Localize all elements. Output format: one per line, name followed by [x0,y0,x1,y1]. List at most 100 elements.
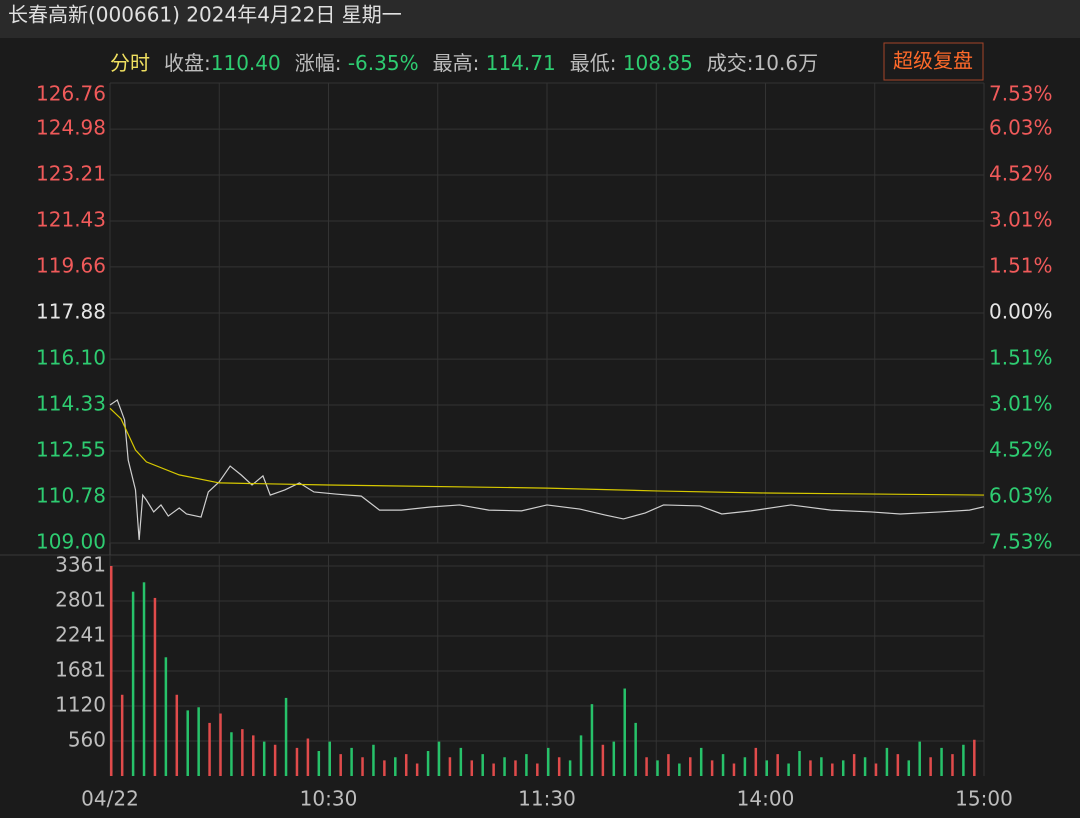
volume-bar [896,754,900,776]
volume-bar [590,704,594,776]
volume-bar [874,763,878,776]
header-bar [0,0,1080,38]
y-tick-label: 124.98 [36,116,106,140]
y2-tick-label: 1.51% [989,346,1053,370]
info-bar: 分时 收盘:110.40 涨幅: -6.35% 最高: 114.71 最低: 108.8… [110,51,818,75]
y-tick-label: 1681 [55,657,106,681]
x-tick-label: 11:30 [518,787,576,811]
y-tick-label: 109.00 [36,530,106,554]
y-tick-label: 3361 [55,553,106,577]
volume-bar [372,744,375,776]
volume-bar [612,741,616,776]
y-tick-label: 560 [68,728,106,752]
volume-bar [153,597,157,776]
volume-bar [415,763,419,776]
volume-bar [820,757,823,776]
y2-tick-label: 3.01% [989,208,1053,232]
volume-bar [317,751,321,776]
volume-bar [208,722,211,776]
button-frame[interactable] [883,42,984,81]
y-tick-label: 114.33 [36,391,106,415]
info-value: 110.40 [211,51,281,75]
volume-bar [536,763,539,776]
volume-bar [743,757,747,776]
button[interactable]: 超级复盘 [893,49,973,73]
header-title: 长春高新(000661) 2024年4月22日 星期一 [8,3,402,27]
volume-bar [503,757,506,776]
volume-bar [219,713,222,776]
x-tick-label: 14:00 [737,787,795,811]
volume-bar [547,747,550,776]
volume-bar [962,744,965,776]
info-value: -6.35% [348,51,419,75]
volume-bar [262,741,266,776]
y-tick-label: 2801 [55,587,106,611]
y-tick-label: 119.66 [36,253,106,277]
volume-bar [852,754,856,776]
y2-tick-label: 1.51% [989,253,1053,277]
volume-bar [557,757,561,776]
volume-bar [929,757,932,776]
y-tick-label: 112.55 [36,438,106,462]
x-tick-label: 15:00 [955,787,1013,811]
y-tick-label: 126.76 [36,82,106,106]
volume-bar [164,657,168,776]
y2-tick-label: 0.00% [989,300,1053,324]
volume-bar [568,760,572,776]
volume-bar [394,757,397,776]
info-value: 108.85 [623,51,693,75]
volume-bar [831,763,834,776]
volume-bar [448,757,452,776]
volume-bar [230,732,233,776]
volume-bar [131,591,135,776]
volume-bar [175,694,179,776]
volume-bar [863,757,867,776]
x-tick-label: 04/22 [81,787,139,811]
volume-bar [328,741,331,776]
volume-bar [765,760,768,776]
volume-bar [667,754,670,776]
volume-bar [918,741,921,776]
y2-tick-label: 3.01% [989,391,1053,415]
volume-bar [940,747,943,776]
y-tick-label: 1120 [55,693,106,717]
y2-tick-label: 6.03% [989,484,1053,508]
volume-bar [689,757,692,776]
volume-bar [426,751,430,776]
volume-bar [678,763,681,776]
info-value: 114.71 [486,51,556,75]
volume-bar [110,566,113,776]
volume-bar [273,744,277,776]
price-line [109,399,985,540]
volume-bar [252,735,255,776]
volume-bar [656,760,659,776]
info-label: 收盘: [164,51,211,75]
volume-bar [732,763,736,776]
volume-bar [514,760,517,776]
y-tick-label: 117.88 [36,300,106,324]
volume-bar [754,747,758,776]
volume-bar [721,754,725,776]
volume-bar [470,760,474,776]
volume-bar [481,754,484,776]
volume-bar [306,738,310,776]
volume-bar [350,747,353,776]
y-tick-label: 2241 [55,622,106,646]
volume-bar [776,754,779,776]
volume-bar [601,744,605,776]
volume-bar [841,760,845,776]
volume-bar [361,757,364,776]
y2-tick-label: 7.53% [989,82,1053,106]
y-tick-label: 121.43 [36,208,106,232]
info-mode: 分时 [110,51,150,75]
volume-bar [284,697,288,776]
volume-bar [383,760,386,776]
y-tick-label: 116.10 [36,346,106,370]
volume-bar [492,763,495,776]
y2-tick-label: 7.53% [989,530,1053,554]
volume-bar [120,694,124,776]
volume-bar [186,710,189,776]
volume-bar [241,729,244,776]
